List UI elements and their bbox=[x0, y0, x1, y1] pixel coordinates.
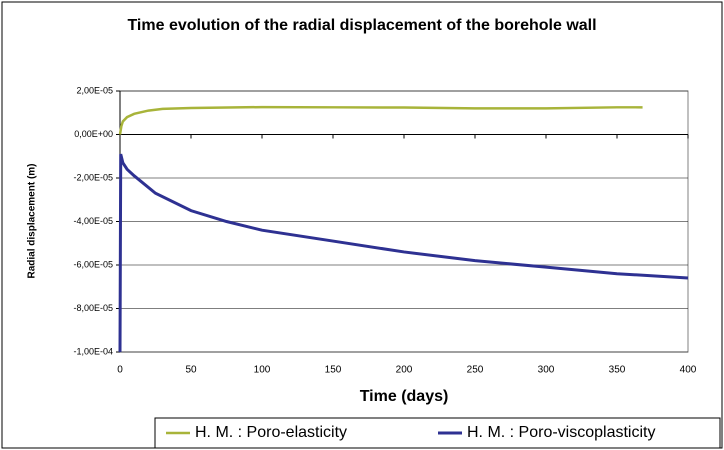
x-tick-label: 50 bbox=[185, 365, 197, 376]
legend-label: H. M. : Poro-viscoplasticity bbox=[467, 424, 655, 441]
x-tick-label: 100 bbox=[254, 365, 271, 376]
y-tick-label: 2,00E-05 bbox=[76, 85, 113, 95]
chart-title: Time evolution of the radial displacemen… bbox=[127, 17, 597, 34]
x-tick-label: 350 bbox=[609, 365, 626, 376]
series-line bbox=[118, 153, 689, 353]
legend-label: H. M. : Poro-elasticity bbox=[195, 424, 347, 441]
x-tick-label: 200 bbox=[396, 365, 413, 376]
x-axis-label: Time (days) bbox=[360, 388, 449, 405]
y-tick-label: 0,00E+00 bbox=[74, 129, 113, 139]
series-line bbox=[118, 105, 643, 135]
x-tick-label: 250 bbox=[467, 365, 484, 376]
y-tick-label: -4,00E-05 bbox=[73, 216, 113, 226]
y-axis-label: Radial displacement (m) bbox=[27, 163, 38, 278]
y-tick-label: -8,00E-05 bbox=[73, 303, 113, 313]
x-tick-label: 300 bbox=[538, 365, 555, 376]
x-tick-label: 150 bbox=[325, 365, 342, 376]
x-tick-label: 400 bbox=[680, 365, 697, 376]
x-tick-label: 0 bbox=[117, 365, 123, 376]
y-tick-label: -1,00E-04 bbox=[73, 346, 113, 356]
legend-box bbox=[154, 417, 721, 449]
y-tick-label: -6,00E-05 bbox=[73, 259, 113, 269]
y-tick-label: -2,00E-05 bbox=[73, 172, 113, 182]
